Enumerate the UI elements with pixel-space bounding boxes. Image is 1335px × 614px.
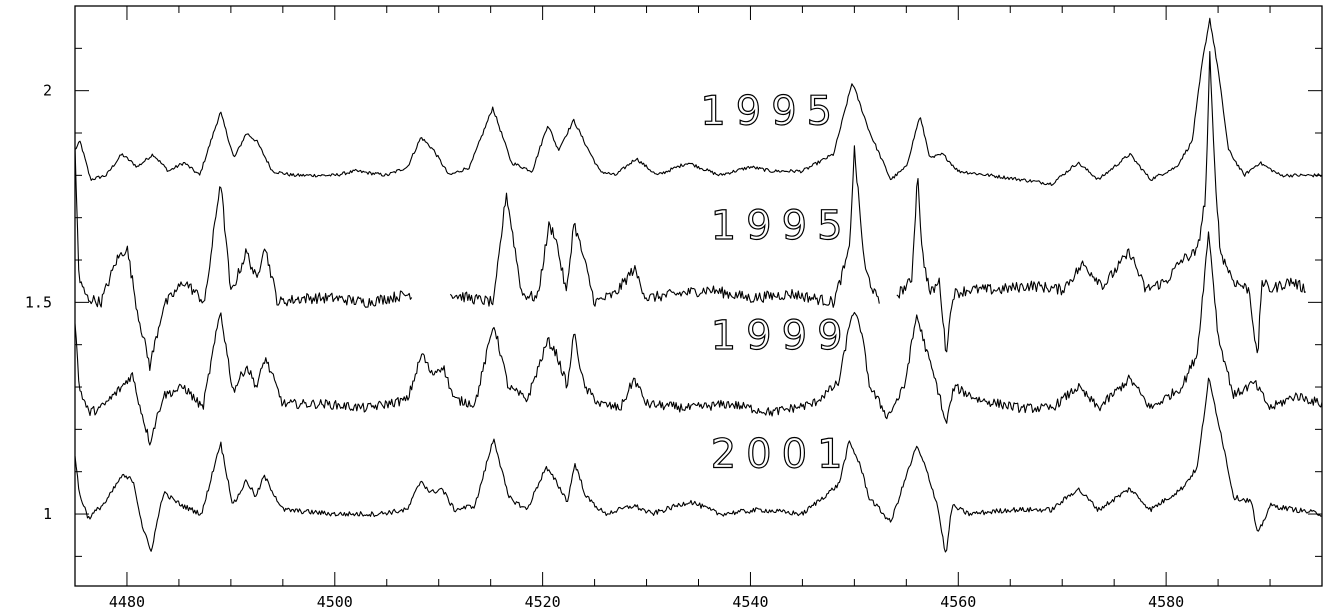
spectrum-line-2001 xyxy=(74,377,1323,553)
axis-labels: 4480 4500 4520 4540 4560 4580 1 1.5 2 xyxy=(25,82,1184,611)
y-tick-label: 1.5 xyxy=(25,293,52,311)
x-tick-label: 4520 xyxy=(525,593,561,611)
x-tick-label: 4580 xyxy=(1148,593,1184,611)
spectrum-line-1999 xyxy=(74,231,1323,446)
axis-ticks xyxy=(74,5,1323,586)
x-tick-label: 4500 xyxy=(317,593,353,611)
spectra-group xyxy=(74,17,1323,553)
epoch-label: 1995 xyxy=(711,203,853,249)
epoch-label: 1999 xyxy=(711,313,853,359)
epoch-labels: 1995 1995 1999 2001 xyxy=(700,88,853,478)
spectrum-line-1995 xyxy=(74,51,1306,371)
x-tick-label: 4480 xyxy=(109,593,145,611)
y-tick-label: 1 xyxy=(43,505,52,523)
x-tick-label: 4540 xyxy=(732,593,768,611)
epoch-label: 1995 xyxy=(700,89,842,135)
epoch-label: 2001 xyxy=(711,431,853,477)
x-tick-label: 4560 xyxy=(940,593,976,611)
y-tick-label: 2 xyxy=(43,82,52,100)
spectrum-line-1995 xyxy=(74,17,1323,186)
